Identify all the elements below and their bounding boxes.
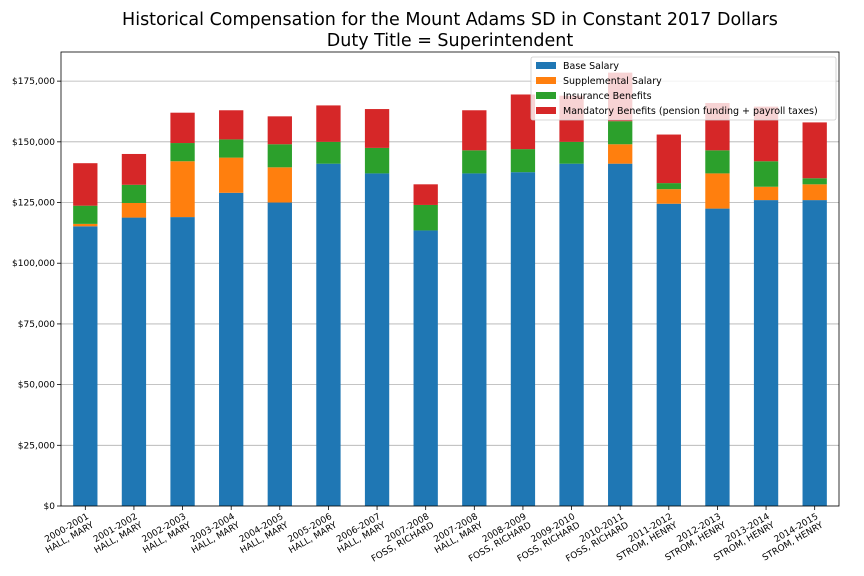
bar-segment-mandatory [121,153,147,185]
bar-segment-supplemental [219,157,244,193]
bar-segment-insurance [705,150,730,174]
bar-segment-base [608,163,633,506]
bar-segment-insurance [170,143,195,162]
bar-segment-insurance [364,147,390,174]
bar-segment-mandatory [413,184,438,205]
bar-segment-base [413,230,438,506]
bar-segment-insurance [73,205,98,224]
bars [73,72,827,507]
bar-segment-supplemental [705,173,730,209]
bar-segment-base [802,200,827,506]
bar-segment-supplemental [802,184,827,201]
bar-segment-insurance [219,139,244,158]
legend: Base Salary Supplemental Salary Insurance … [530,56,837,121]
bar-segment-base [219,192,244,506]
y-tick-label: $0 [44,502,56,512]
bar-segment-supplemental [656,189,681,204]
bar-segment-supplemental [73,223,98,227]
y-tick-label: $25,000 [18,441,55,451]
bar-segment-base [656,203,681,506]
legend-swatch [536,107,556,114]
bar-segment-insurance [121,184,147,204]
bar-segment-base [462,173,487,506]
legend-label: Base Salary [563,61,619,72]
bar-segment-insurance [413,204,438,231]
y-tick-label: $150,000 [12,138,55,148]
bar-segment-mandatory [462,110,487,151]
bar-segment-supplemental [121,203,147,218]
legend-swatch [536,77,556,84]
bar-segment-supplemental [267,167,292,203]
bar-segment-base [73,226,98,506]
bar-segment-supplemental [753,186,779,201]
y-axis: $0 $25,000 $50,000 $75,000 $100,000 $125,000 $… [12,77,61,512]
legend-box [530,56,837,121]
bar-segment-mandatory [219,110,244,140]
bar-segment-mandatory [73,163,98,206]
y-tick-label: $50,000 [18,381,55,391]
bar-segment-base [705,208,730,507]
bar-segment-base [510,172,536,507]
bar-segment-insurance [608,121,633,145]
chart-subtitle: Duty Title = Superintendent [327,31,574,51]
bar-segment-base [267,202,292,507]
y-tick-label: $75,000 [18,320,55,330]
bar-segment-mandatory [364,109,390,148]
legend-swatch [536,92,556,99]
bar-segment-insurance [462,150,487,174]
bar-segment-insurance [802,178,827,185]
bar-segment-insurance [559,141,584,164]
bar-segment-base [121,217,147,506]
y-tick-label: $100,000 [12,259,55,269]
plot-frame [60,51,840,507]
bar-segment-base [753,200,779,506]
bar-segment-insurance [316,141,341,164]
bar-segment-mandatory [170,112,195,144]
bar-segment-mandatory [656,134,681,184]
bar-segment-base [364,173,390,506]
bar-segment-base [559,163,584,506]
legend-label: Supplemental Salary [563,76,662,87]
bar-segment-insurance [753,161,779,187]
bar-segment-base [316,163,341,506]
bar-segment-mandatory [802,122,827,179]
bar-segment-supplemental [608,144,633,164]
y-tick-label: $175,000 [12,77,55,87]
legend-label: Mandatory Benefits (pension funding + pa… [563,106,818,117]
legend-label: Insurance Benefits [563,91,652,102]
bar-segment-insurance [510,149,536,173]
legend-swatch [536,62,556,69]
y-tick-label: $125,000 [12,199,55,209]
bar-segment-insurance [656,183,681,190]
bar-segment-base [170,217,195,506]
bar-segment-supplemental [170,161,195,218]
bar-segment-insurance [267,144,292,168]
bar-segment-mandatory [316,105,341,142]
chart-title: Historical Compensation for the Mount Ad… [122,10,778,30]
bar-segment-mandatory [267,116,292,145]
